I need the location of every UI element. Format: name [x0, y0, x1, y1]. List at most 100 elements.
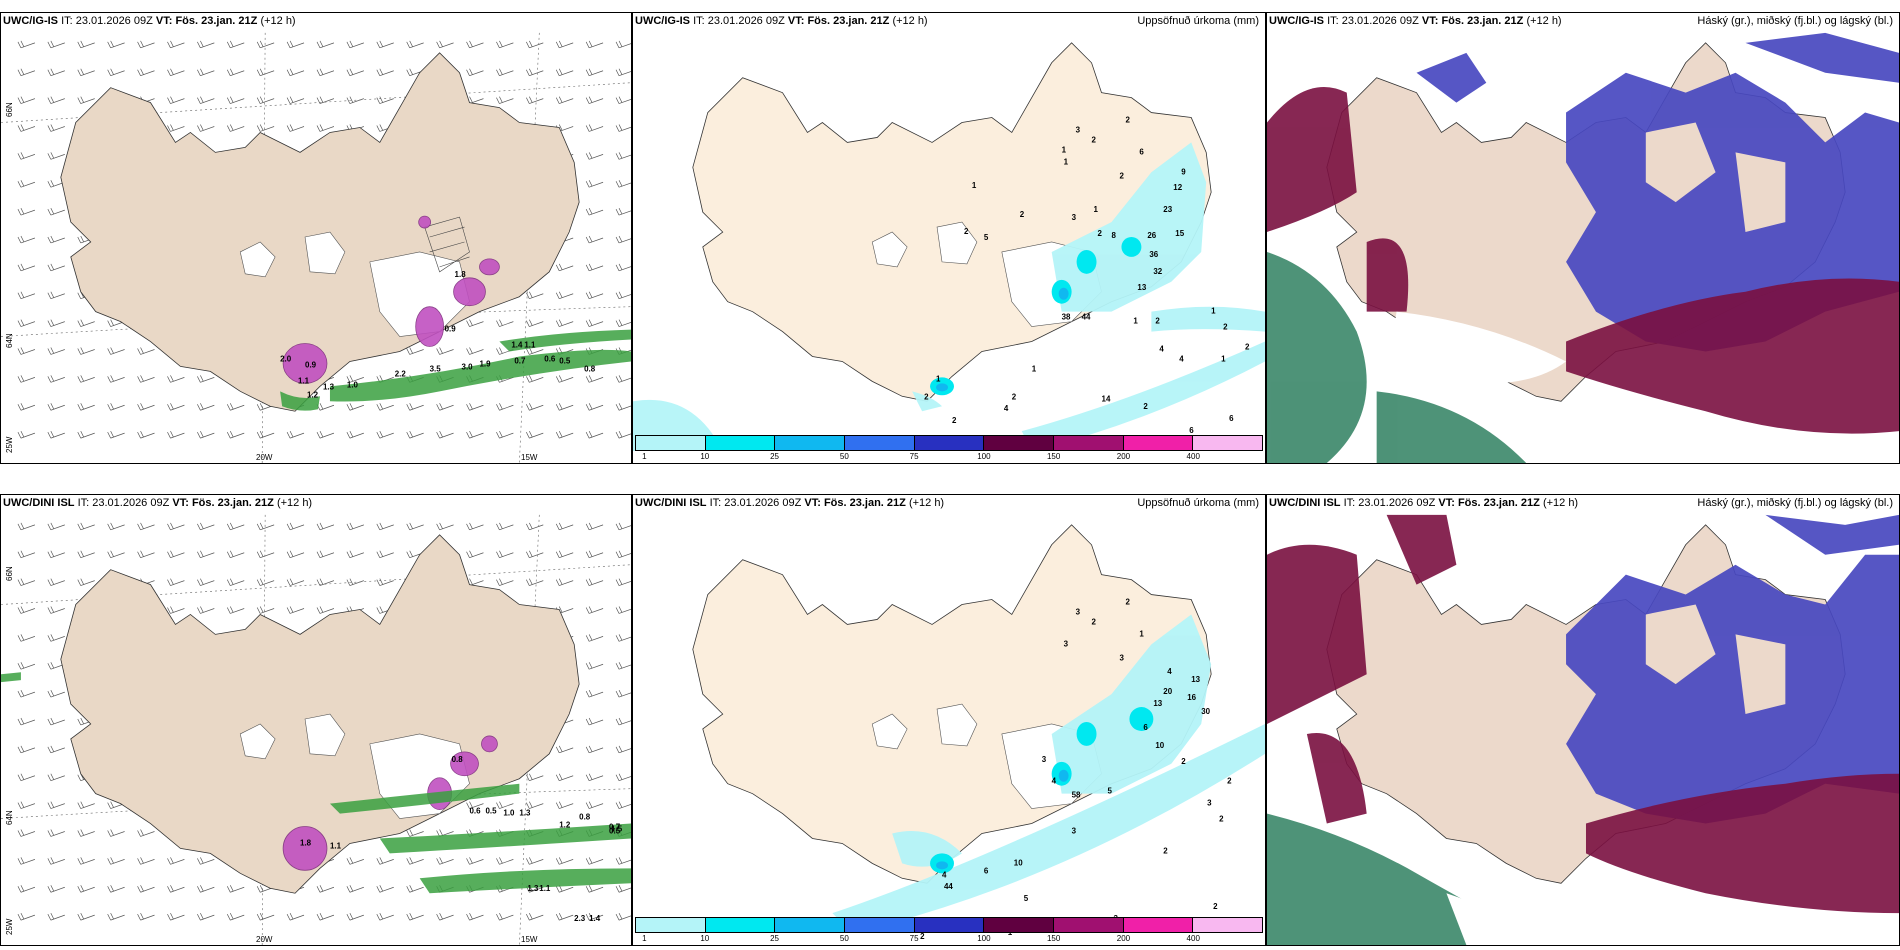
wind-barb [436, 912, 454, 921]
wind-barb [286, 606, 305, 614]
map-value-label: 1.3 [519, 809, 531, 818]
map-value-label: 1 [1221, 354, 1226, 363]
wind-barb [47, 773, 65, 782]
wind-barb [137, 375, 155, 383]
map-value-label: 1 [1211, 307, 1216, 316]
wind-barb [376, 857, 394, 865]
map-value-label: 13 [1137, 283, 1146, 292]
map-value-label: 1.3 [323, 382, 335, 391]
wind-barb [496, 857, 514, 865]
wind-barb [466, 522, 484, 531]
map-value-label: 1.4 [511, 341, 523, 350]
wind-barb [615, 152, 631, 160]
wind-barb [137, 430, 155, 439]
wind-barb [47, 430, 65, 439]
cb-swatch [1123, 436, 1194, 450]
wind-barb [585, 96, 604, 104]
wind-barb [256, 912, 275, 921]
wind-barb [197, 40, 215, 49]
wind-barb [137, 522, 155, 531]
wind-barb [47, 40, 65, 49]
wind-barb [226, 550, 245, 559]
wind-barb [585, 124, 604, 132]
wind-barb [555, 773, 574, 782]
wind-barb [47, 885, 65, 893]
colorbar-label: 100 [977, 934, 991, 943]
wind-barb [585, 403, 604, 411]
wind-barb [496, 96, 514, 104]
wind-barb [346, 857, 364, 865]
map-value-label: 13 [1191, 675, 1200, 684]
wind-barb [107, 857, 125, 865]
wind-barb [77, 578, 95, 586]
wind-barb [466, 319, 484, 327]
map-value-label: 1 [1064, 157, 1069, 166]
wind-barb [555, 375, 574, 383]
wind-barb [137, 403, 155, 411]
wind-barb [17, 180, 36, 188]
wind-barb [615, 263, 631, 272]
wind-barb [585, 606, 604, 614]
map-value-label: 3.0 [462, 362, 474, 371]
wind-barb [77, 829, 95, 837]
cb-swatch [636, 918, 706, 932]
wind-barb [615, 430, 631, 439]
wind-barb [256, 522, 275, 531]
wind-barb [226, 430, 245, 439]
panel-cloud-top: UWC/IG-IS IT: 23.01.2026 09Z VT: Fös. 23… [1266, 12, 1900, 464]
wind-barb [17, 124, 36, 132]
wind-barb [226, 124, 245, 132]
precip-type-hatch [424, 216, 470, 273]
wind-barb [107, 375, 125, 383]
map-value-label: 1.9 [479, 359, 491, 368]
wind-barb [107, 347, 125, 355]
cb-swatch [845, 918, 915, 932]
wind-barb [197, 912, 215, 921]
wind-barb [226, 403, 245, 411]
colorbar-label: 200 [1116, 934, 1131, 943]
wind-barb [47, 347, 65, 355]
colorbar-label: 75 [909, 934, 919, 943]
wind-barb [77, 347, 95, 355]
wind-barb [47, 578, 65, 586]
map-value-label: 1 [972, 181, 977, 190]
wind-barb [17, 522, 36, 531]
wind-barb [615, 235, 631, 244]
wind-barb [585, 291, 604, 300]
map-value-label: 5 [1107, 787, 1112, 796]
wind-barb [47, 291, 65, 300]
wind-barb [107, 885, 125, 893]
map-value-label: 2 [1098, 229, 1103, 238]
cb-swatch [845, 436, 915, 450]
wind-barb [77, 40, 95, 49]
wind-barb [47, 319, 65, 327]
wind-barb [526, 403, 544, 411]
cb-swatch [914, 918, 985, 932]
wind-barb [286, 40, 305, 49]
map-value-label: 2 [1223, 323, 1228, 332]
wind-barb [137, 40, 155, 49]
wind-barb [615, 773, 631, 782]
map-value-label: 1.0 [503, 809, 515, 818]
wind-barb [17, 662, 36, 670]
wind-barb [615, 801, 631, 809]
wind-barb [346, 578, 364, 586]
map-value-label: 3 [1072, 213, 1077, 222]
map-value-label: 1.5 [611, 825, 623, 834]
wind-barb [316, 40, 335, 49]
wind-barb [17, 263, 36, 272]
wind-barb [555, 96, 574, 104]
map-value-label: 26 [1147, 231, 1156, 240]
map-value-label: 20 [1163, 687, 1172, 696]
wind-barb [107, 40, 125, 49]
wind-barb [346, 912, 364, 921]
map-value-label: 1 [1094, 205, 1099, 214]
precip-map-bottom: 3221334132016301361058342232310564442213… [692, 524, 1265, 941]
wind-barb [197, 124, 215, 132]
wind-barb [555, 430, 574, 439]
wind-barb [47, 68, 65, 77]
wind-barb [526, 578, 544, 586]
cb-swatch [775, 436, 846, 450]
wind-barb [17, 430, 36, 439]
map-value-label: 2 [1143, 402, 1148, 411]
